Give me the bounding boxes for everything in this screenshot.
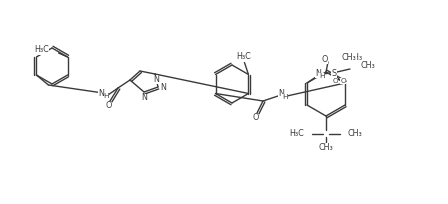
Text: N: N bbox=[315, 69, 321, 78]
Text: N: N bbox=[160, 83, 166, 92]
Text: O: O bbox=[322, 54, 328, 63]
Text: N: N bbox=[141, 93, 147, 102]
Text: H₃C: H₃C bbox=[236, 52, 251, 61]
Text: N: N bbox=[98, 90, 104, 99]
Text: H₃C: H₃C bbox=[34, 45, 48, 54]
Text: H₃C: H₃C bbox=[289, 130, 304, 139]
Text: OCH₃: OCH₃ bbox=[342, 52, 363, 61]
Text: CH₃: CH₃ bbox=[319, 143, 333, 152]
Text: CH₃: CH₃ bbox=[348, 130, 363, 139]
Text: CH₃: CH₃ bbox=[342, 52, 357, 61]
Text: H: H bbox=[103, 93, 109, 99]
Text: CH₃: CH₃ bbox=[361, 61, 376, 71]
Text: H: H bbox=[282, 94, 288, 100]
Text: H: H bbox=[319, 73, 325, 79]
Text: O: O bbox=[253, 113, 259, 122]
Text: O: O bbox=[340, 78, 346, 84]
Text: O: O bbox=[332, 78, 338, 84]
Text: S: S bbox=[332, 69, 336, 78]
Text: N: N bbox=[278, 90, 284, 99]
Text: N: N bbox=[153, 74, 159, 83]
Text: O: O bbox=[106, 102, 112, 111]
